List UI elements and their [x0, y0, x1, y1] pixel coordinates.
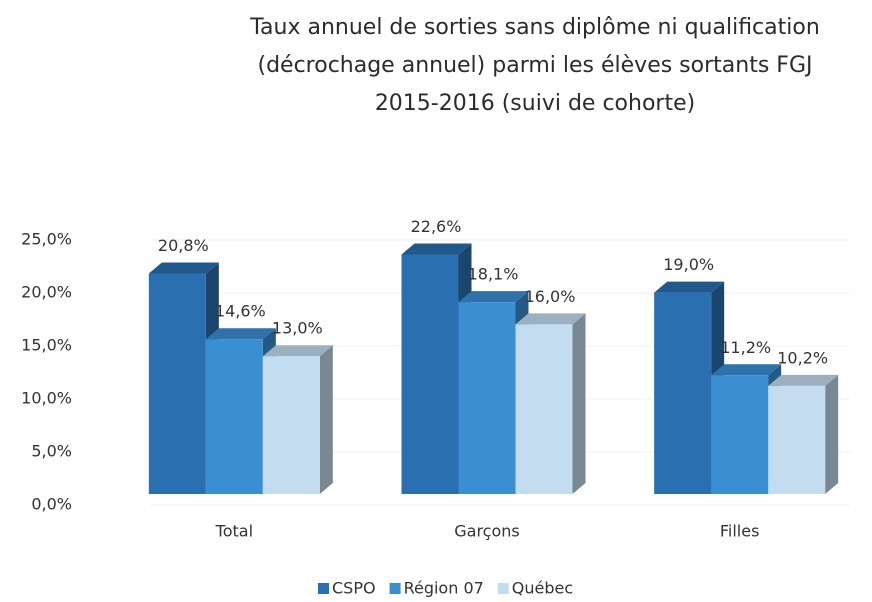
value-label: 22,6%: [411, 217, 462, 236]
x-tick-label: Total: [215, 522, 253, 541]
value-label: 19,0%: [663, 255, 714, 274]
y-tick-label: 5,0%: [31, 442, 72, 461]
bar-top: [768, 374, 839, 386]
y-tick-label: 15,0%: [21, 336, 72, 355]
bar: [515, 313, 586, 494]
y-tick-label: 10,0%: [21, 389, 72, 408]
bar-front: [654, 292, 712, 494]
legend-label: CSPO: [332, 579, 376, 598]
value-label: 20,8%: [158, 236, 209, 255]
value-label: 16,0%: [525, 287, 576, 306]
x-tick-label: Filles: [720, 522, 760, 541]
bar-side: [319, 345, 333, 494]
bar-top: [401, 243, 472, 255]
bar-front: [262, 356, 320, 494]
chart-title: 2015-2016 (suivi de cohorte): [375, 91, 695, 116]
bar-top: [654, 281, 725, 293]
bar-top: [515, 313, 586, 325]
x-tick-label: Garçons: [454, 522, 520, 541]
chart-title: Taux annuel de sorties sans diplôme ni q…: [249, 15, 820, 40]
bar-front: [401, 254, 459, 494]
value-label: 18,1%: [468, 265, 519, 284]
bar-top: [458, 291, 529, 303]
bar-front: [458, 302, 516, 494]
y-tick-label: 20,0%: [21, 283, 72, 302]
bar-top: [711, 364, 782, 376]
bar: [768, 374, 839, 494]
y-tick-label: 0,0%: [31, 495, 72, 514]
bar-front: [711, 375, 769, 494]
value-label: 14,6%: [215, 302, 266, 321]
legend-label: Québec: [512, 579, 573, 598]
bar-side: [572, 313, 586, 494]
bar-front: [205, 339, 263, 494]
value-label: 13,0%: [272, 319, 323, 338]
value-label: 10,2%: [777, 348, 828, 367]
value-label: 11,2%: [720, 338, 771, 357]
chart-title: (décrochage annuel) parmi les élèves sor…: [258, 53, 813, 78]
bar-front: [148, 273, 206, 494]
legend-swatch: [497, 583, 509, 594]
legend-swatch: [318, 583, 329, 594]
bar-top: [148, 262, 219, 274]
y-tick-label: 25,0%: [21, 230, 72, 249]
bar: [262, 345, 333, 494]
legend-swatch: [389, 583, 401, 594]
bar-front: [515, 324, 573, 494]
bar: [458, 291, 529, 494]
bar-side: [825, 374, 839, 494]
bar-top: [205, 328, 276, 340]
bar-top: [262, 345, 333, 357]
bar-front: [768, 385, 826, 494]
legend-label: Région 07: [404, 579, 484, 598]
